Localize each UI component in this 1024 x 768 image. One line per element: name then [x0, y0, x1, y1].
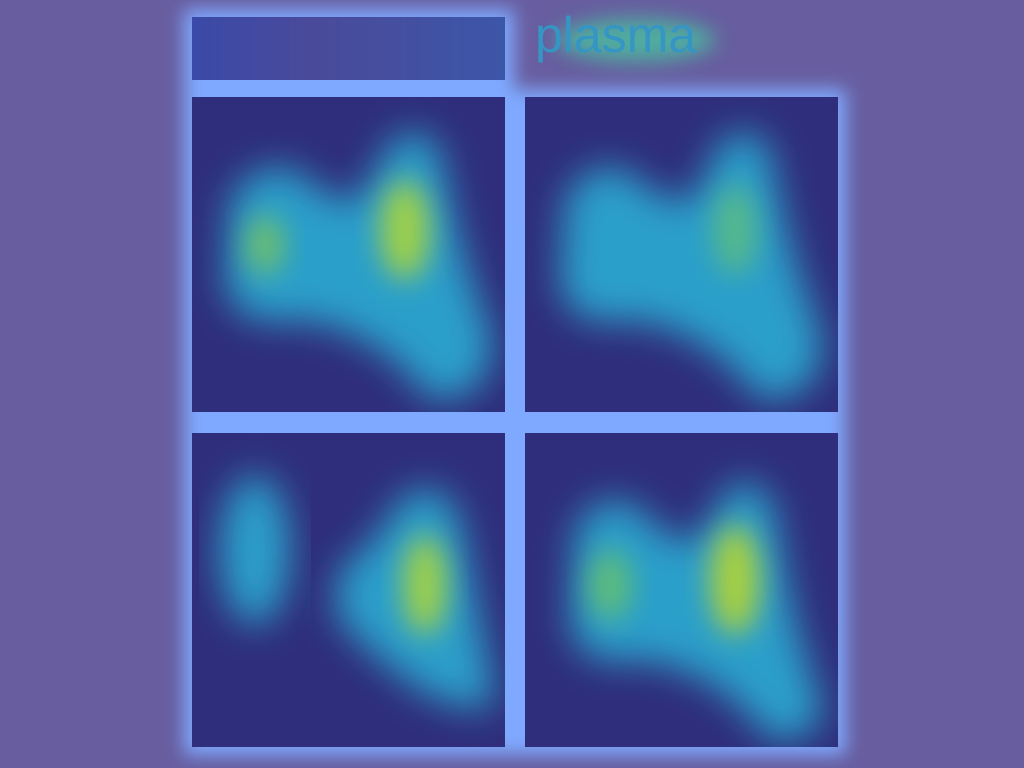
panel: [525, 97, 838, 412]
panel: [192, 433, 505, 747]
label-group: plasma: [535, 7, 716, 63]
title: plasma: [535, 7, 696, 63]
panel: [525, 433, 838, 747]
label-glow: [556, 18, 716, 62]
panel: [192, 97, 505, 412]
color-bar: [192, 17, 505, 80]
